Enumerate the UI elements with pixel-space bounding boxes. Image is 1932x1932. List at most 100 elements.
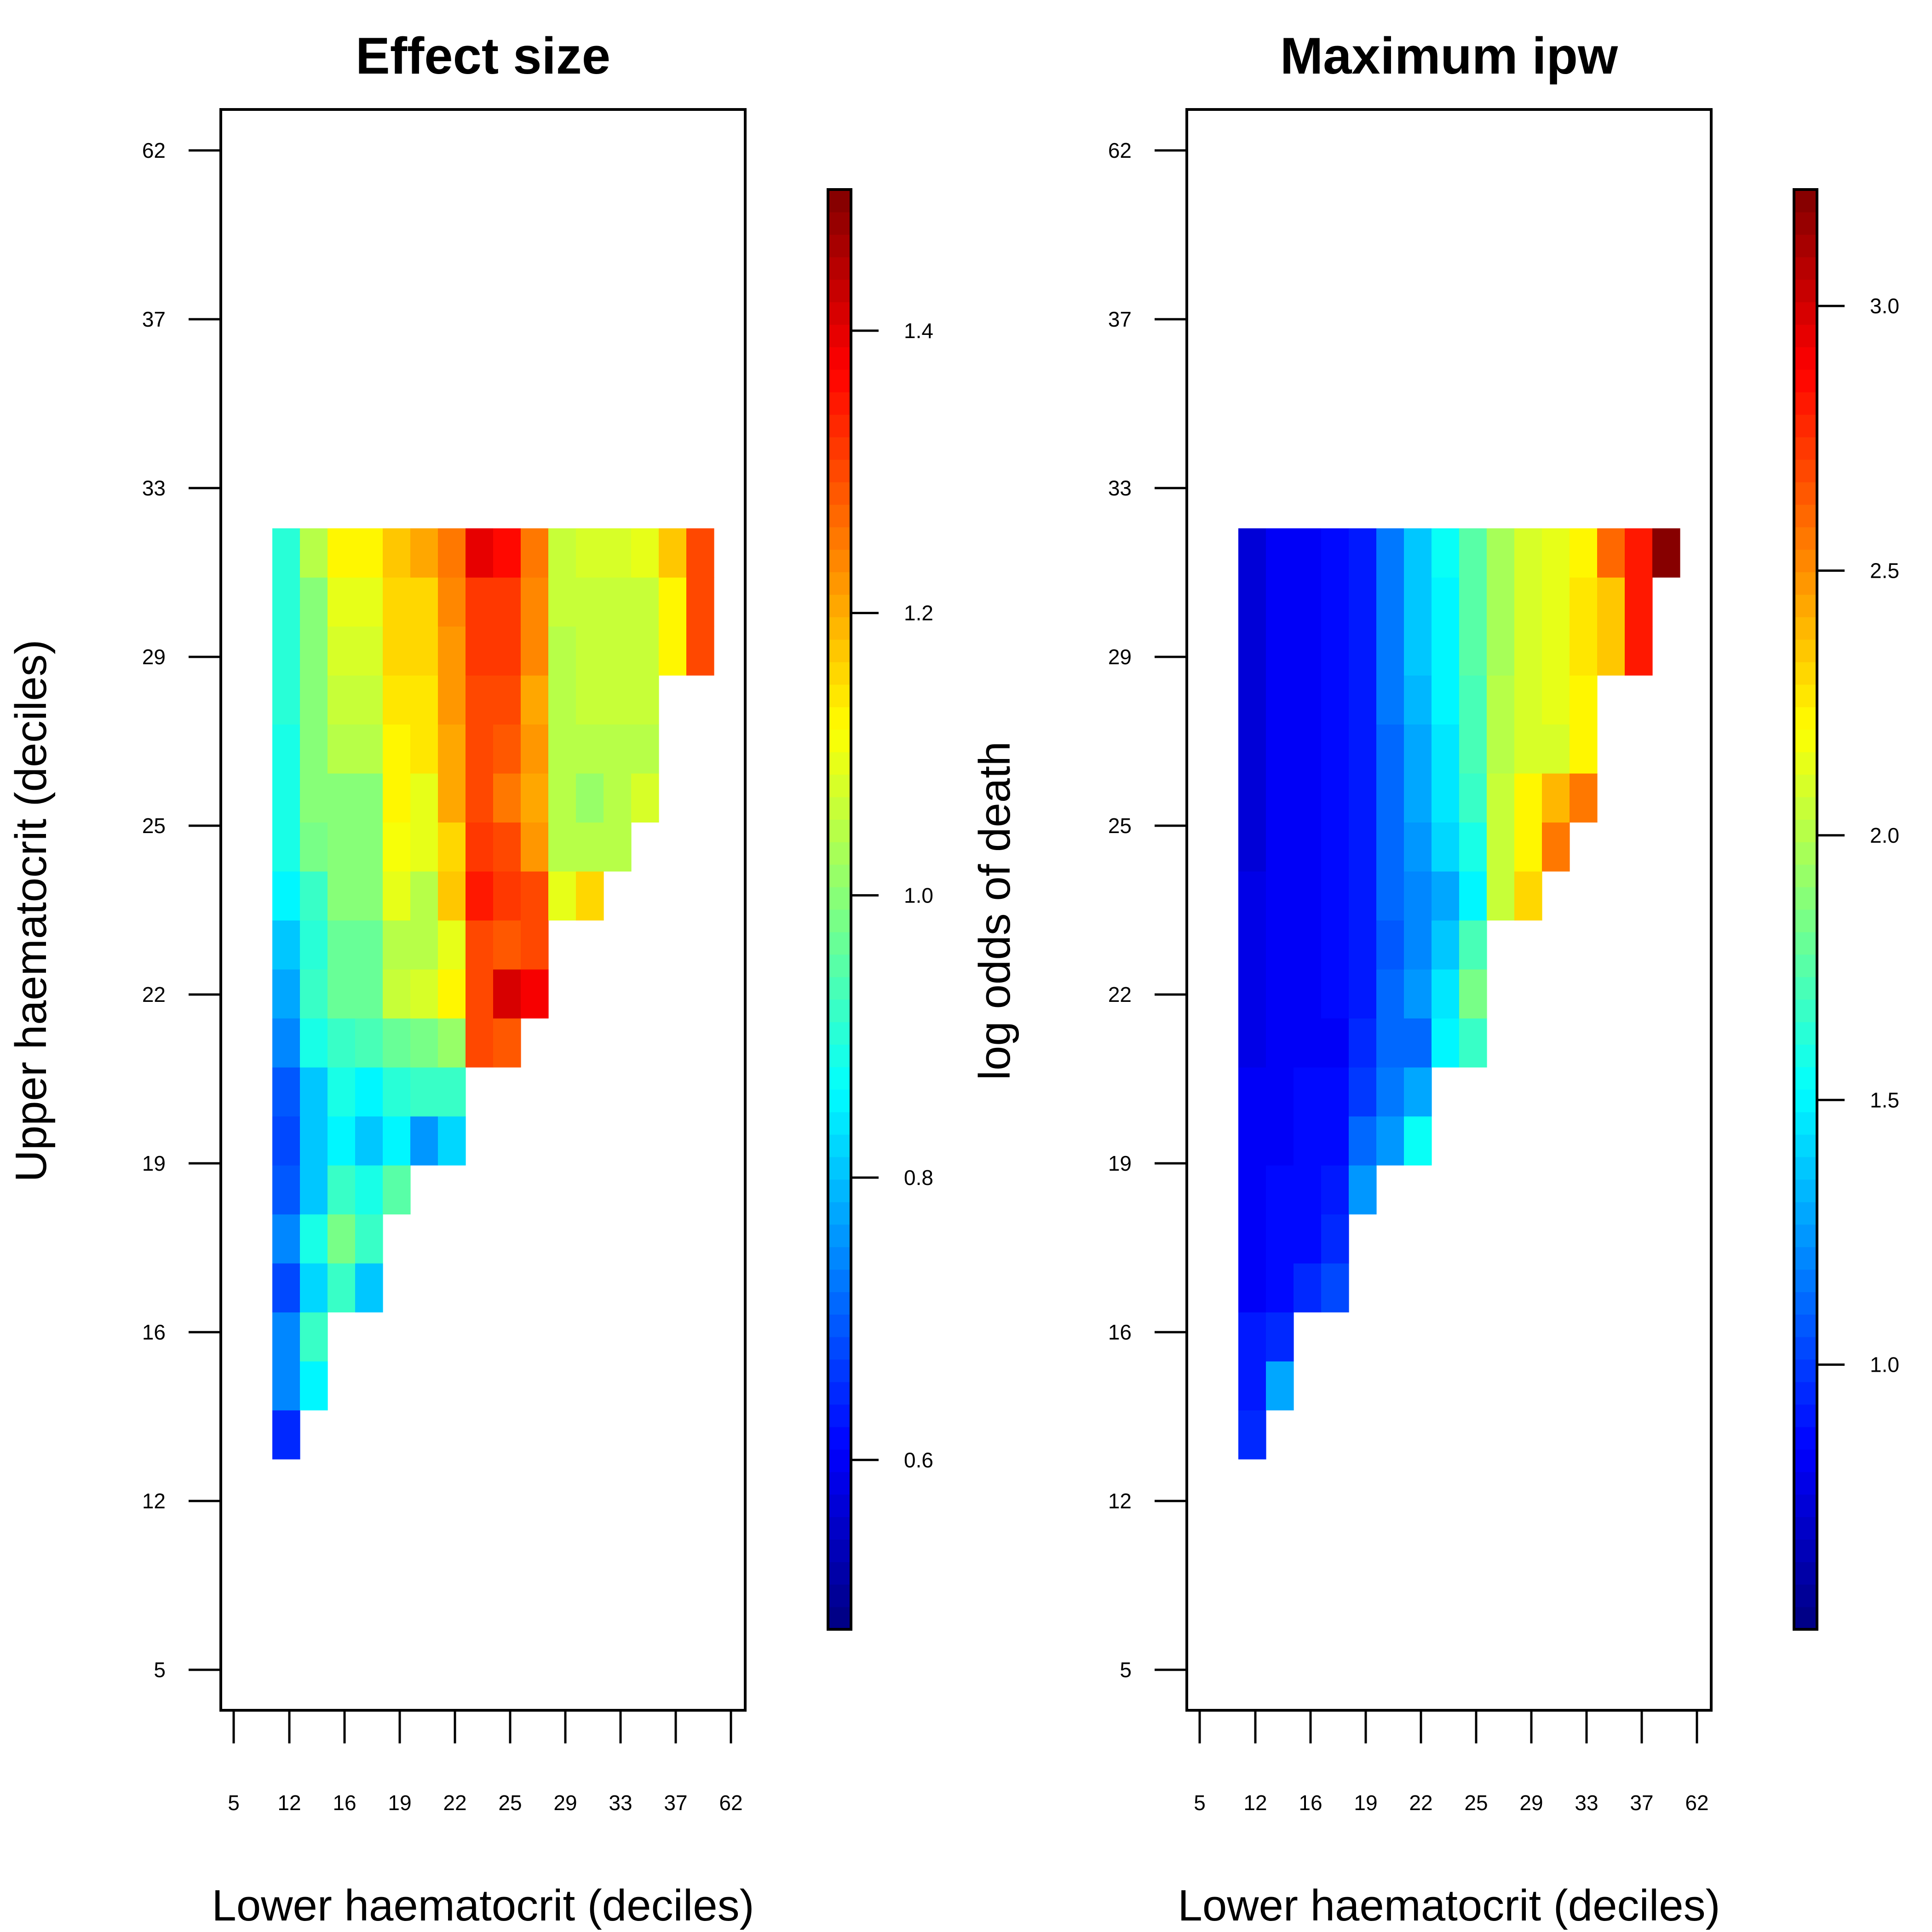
- heatmap-cell: [1349, 1165, 1377, 1215]
- x-tick-label: 5: [228, 1791, 240, 1815]
- heatmap-cell: [383, 675, 411, 725]
- colorbar-swatch: [828, 1089, 851, 1112]
- heatmap-cell: [1542, 528, 1570, 578]
- colorbar-swatch: [828, 752, 851, 775]
- maximum-ipw-colorbar: 1.0 1.5 2.0 2.5 3.0: [1793, 188, 1899, 1631]
- heatmap-cell: [1349, 920, 1377, 970]
- heatmap-cell: [1376, 773, 1404, 823]
- effect-size-panel: Effect size 5 12 16 19 22 25 29 33 37 62 5 12 16 19 2…: [6, 27, 1019, 1930]
- x-tick-label: 12: [1243, 1791, 1267, 1815]
- colorbar-swatch: [828, 1382, 851, 1405]
- heatmap-cell: [1294, 822, 1322, 872]
- heatmap-cell: [328, 920, 356, 970]
- heatmap-cell: [300, 1067, 328, 1117]
- heatmap-cell: [1321, 528, 1349, 578]
- colorbar-swatch: [1794, 1426, 1817, 1450]
- heatmap-cell: [1321, 822, 1349, 872]
- heatmap-cell: [272, 773, 300, 823]
- colorbar-swatch: [1794, 752, 1817, 775]
- heatmap-cell: [1266, 822, 1294, 872]
- colorbar-swatch: [828, 1067, 851, 1090]
- colorbar-swatch: [828, 1202, 851, 1225]
- heatmap-cell: [1266, 724, 1294, 774]
- heatmap-cell: [548, 871, 576, 921]
- heatmap-cell: [1321, 1116, 1349, 1166]
- heatmap-cell: [1459, 822, 1487, 872]
- heatmap-cell: [1376, 969, 1404, 1019]
- colorbar-swatch: [828, 1247, 851, 1270]
- colorbar-swatch: [1794, 504, 1817, 528]
- colorbar-swatch: [1794, 1584, 1817, 1607]
- heatmap-cell: [410, 577, 438, 627]
- y-tick-label: 25: [142, 814, 166, 838]
- heatmap-cell: [1321, 920, 1349, 970]
- heatmap-cell: [355, 1116, 383, 1166]
- heatmap-cell: [1570, 577, 1598, 627]
- x-tick-label: 33: [1575, 1791, 1598, 1815]
- colorbar-swatch: [1794, 234, 1817, 258]
- heatmap-cell: [1432, 1018, 1460, 1068]
- heatmap-cell: [1376, 626, 1404, 676]
- heatmap-cell: [493, 724, 521, 774]
- heatmap-cell: [521, 822, 549, 872]
- heatmap-cell: [438, 626, 466, 676]
- heatmap-cell: [1238, 1263, 1266, 1313]
- effect-size-x-ticks: 5 12 16 19 22 25 29 33 37 62: [228, 1709, 743, 1815]
- heatmap-cell: [300, 1116, 328, 1166]
- heatmap-cell: [410, 822, 438, 872]
- heatmap-cell: [631, 675, 659, 725]
- heatmap-cell: [1404, 969, 1432, 1019]
- colorbar-tick-label: 2.5: [1870, 559, 1899, 583]
- heatmap-cell: [300, 528, 328, 578]
- x-tick-label: 62: [719, 1791, 742, 1815]
- heatmap-cell: [1514, 724, 1542, 774]
- heatmap-cell: [300, 675, 328, 725]
- colorbar-tick-label: 0.6: [904, 1448, 933, 1472]
- heatmap-cell: [1321, 1067, 1349, 1117]
- heatmap-cell: [1266, 871, 1294, 921]
- heatmap-cell: [1238, 724, 1266, 774]
- colorbar-swatch: [828, 459, 851, 483]
- heatmap-cell: [604, 626, 632, 676]
- heatmap-cell: [300, 626, 328, 676]
- colorbar-swatch: [1794, 1404, 1817, 1427]
- colorbar-swatch: [1794, 774, 1817, 798]
- colorbar-swatch: [828, 932, 851, 955]
- heatmap-cell: [355, 675, 383, 725]
- colorbar-swatch: [828, 909, 851, 932]
- heatmap-cell: [1349, 724, 1377, 774]
- heatmap-cell: [272, 675, 300, 725]
- effect-size-title: Effect size: [356, 27, 610, 85]
- heatmap-cell: [1266, 773, 1294, 823]
- heatmap-cell: [1294, 577, 1322, 627]
- colorbar-swatch: [1794, 999, 1817, 1023]
- heatmap-cell: [272, 1214, 300, 1264]
- heatmap-cell: [1376, 675, 1404, 725]
- heatmap-cell: [1294, 724, 1322, 774]
- x-tick-label: 22: [443, 1791, 466, 1815]
- heatmap-cell: [1487, 871, 1515, 921]
- heatmap-cell: [272, 1116, 300, 1166]
- heatmap-cell: [383, 1116, 411, 1166]
- heatmap-cell: [1487, 822, 1515, 872]
- colorbar-swatch: [828, 954, 851, 978]
- heatmap-cell: [576, 773, 604, 823]
- heatmap-cell: [300, 773, 328, 823]
- heatmap-cell: [355, 1067, 383, 1117]
- heatmap-cell: [686, 577, 714, 627]
- colorbar-swatch: [1794, 729, 1817, 753]
- heatmap-cell: [410, 1018, 438, 1068]
- heatmap-cell: [1294, 1263, 1322, 1313]
- x-tick-label: 5: [1194, 1791, 1206, 1815]
- heatmap-cell: [493, 1018, 521, 1068]
- heatmap-cell: [1514, 528, 1542, 578]
- heatmap-cell: [1459, 871, 1487, 921]
- heatmap-cell: [383, 773, 411, 823]
- heatmap-cell: [1266, 528, 1294, 578]
- heatmap-cell: [521, 871, 549, 921]
- heatmap-cell: [1404, 1018, 1432, 1068]
- colorbar-swatch: [828, 1112, 851, 1135]
- maximum-ipw-panel: Maximum ipw 5 12 16 19 22 25 29 33 37 62 5 12 16 19 2…: [1108, 27, 1899, 1930]
- heatmap-cell: [1404, 871, 1432, 921]
- colorbar-swatch: [828, 212, 851, 235]
